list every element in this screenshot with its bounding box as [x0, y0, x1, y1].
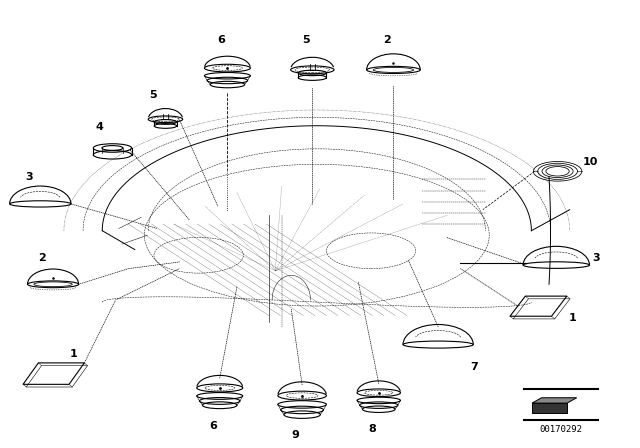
Text: 9: 9: [292, 431, 300, 440]
Text: 2: 2: [38, 253, 45, 263]
Polygon shape: [532, 398, 577, 403]
Text: 5: 5: [150, 90, 157, 100]
Text: 5: 5: [302, 35, 310, 45]
Text: 2: 2: [383, 35, 391, 45]
Text: 00170292: 00170292: [540, 425, 582, 434]
Text: 6: 6: [209, 421, 218, 431]
Text: 6: 6: [217, 35, 225, 45]
Polygon shape: [532, 403, 567, 413]
Text: 1: 1: [70, 349, 77, 359]
Text: 10: 10: [583, 157, 598, 168]
Text: 1: 1: [569, 313, 577, 323]
Text: 4: 4: [95, 122, 103, 133]
Text: 7: 7: [470, 362, 478, 371]
Text: 3: 3: [25, 172, 33, 182]
Text: 3: 3: [592, 253, 600, 263]
Text: 8: 8: [369, 424, 376, 434]
